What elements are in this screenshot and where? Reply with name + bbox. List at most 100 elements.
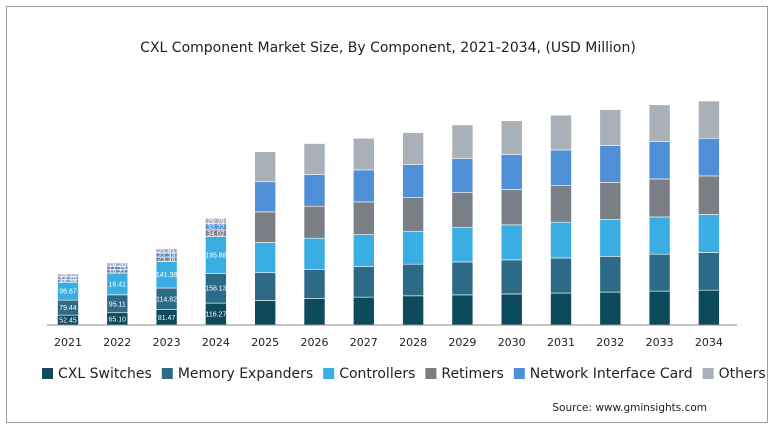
bar-2029-segment-2 <box>451 227 474 263</box>
x-tick-2028: 2028 <box>399 336 427 349</box>
bar-2026-segment-0 <box>303 298 326 326</box>
data-label-2021-5: 15.32 <box>59 273 77 280</box>
bar-2029-segment-5 <box>451 124 474 159</box>
bar-2032-segment-3 <box>599 182 622 220</box>
data-label-2022-3: 18.27 <box>109 269 127 276</box>
data-label-2024-5: 29.79 <box>207 219 225 226</box>
data-label-2024-0: 116.27 <box>205 312 226 319</box>
bar-2026-segment-5 <box>303 143 326 175</box>
bar-2029-segment-0 <box>451 294 474 326</box>
bar-2031-segment-5 <box>550 114 572 151</box>
x-tick-2027: 2027 <box>350 336 378 349</box>
data-label-2021-0: 52.45 <box>59 318 77 325</box>
data-label-2023-2: 141.38 <box>156 272 178 279</box>
bar-2033-segment-1 <box>648 253 671 292</box>
legend-label-1: Memory Expanders <box>178 366 313 382</box>
bar-2034-segment-2 <box>698 214 720 253</box>
bar-2031-segment-4 <box>550 149 572 187</box>
bar-2034-segment-1 <box>698 252 720 291</box>
bar-2027-segment-3 <box>352 201 375 235</box>
bar-2033-segment-0 <box>648 290 671 326</box>
x-tick-2023: 2023 <box>153 336 181 349</box>
data-label-2022-0: 65.10 <box>109 316 127 323</box>
bar-2030-segment-0 <box>500 293 523 326</box>
bar-2027-segment-5 <box>352 137 375 171</box>
bar-2032-segment-4 <box>599 145 622 183</box>
bar-2025-segment-1 <box>254 272 276 301</box>
legend: CXL Switches Memory Expanders Controllers R… <box>42 366 766 382</box>
bar-2030-segment-1 <box>500 259 523 295</box>
bar-2032-segment-2 <box>599 219 622 257</box>
data-label-2022-5: 18.20 <box>109 262 127 269</box>
bar-2028-segment-2 <box>402 230 424 265</box>
chart: CXL Component Market Size, By Component,… <box>42 40 766 414</box>
data-label-2021-3: 14.39 <box>59 278 77 285</box>
x-tick-2034: 2034 <box>695 336 723 349</box>
legend-swatch-5 <box>702 368 714 379</box>
chart-frame: CXL Component Market Size, By Component,… <box>6 6 768 423</box>
bar-2026-segment-2 <box>303 237 326 270</box>
legend-swatch-4 <box>513 368 525 379</box>
bar-2028-segment-0 <box>402 295 424 326</box>
data-label-2022-1: 95.11 <box>109 301 126 308</box>
data-label-2021-2: 96.67 <box>59 289 77 296</box>
data-label-2024-3: 34.02 <box>207 231 225 238</box>
bar-2030-segment-3 <box>500 189 523 226</box>
bar-2026-segment-1 <box>303 268 326 299</box>
bar-2028-segment-5 <box>402 132 424 165</box>
bar-2033-segment-5 <box>648 104 671 142</box>
bar-2029-segment-1 <box>451 261 474 296</box>
bar-2032-segment-1 <box>599 255 622 293</box>
bar-2031-segment-0 <box>550 292 572 326</box>
bar-2033-segment-2 <box>648 216 671 255</box>
bar-2028-segment-1 <box>402 263 424 297</box>
x-tick-labels: 2021 2022 2023 2024 2025 2026 2027 2028 2029 2030… <box>54 336 723 349</box>
bar-2034-segment-4 <box>698 137 720 177</box>
legend-label-0: CXL Switches <box>58 366 152 382</box>
data-label-2021-4: 13.20 <box>59 276 77 283</box>
data-label-2023-0: 81.47 <box>158 315 176 322</box>
bar-2031-segment-3 <box>550 185 572 223</box>
bar-2034-segment-5 <box>698 100 720 139</box>
bar-2030-segment-4 <box>500 154 523 190</box>
bar-2029-segment-4 <box>451 158 474 193</box>
bar-2025-segment-5 <box>254 151 276 183</box>
x-tick-2021: 2021 <box>54 336 82 349</box>
bar-2030-segment-2 <box>500 224 523 261</box>
x-tick-2033: 2033 <box>646 336 674 349</box>
legend-label-3: Retimers <box>441 366 503 382</box>
bar-2030-segment-5 <box>500 120 523 155</box>
bar-2027-segment-4 <box>352 169 375 203</box>
bar-2025-segment-4 <box>254 181 276 213</box>
bar-2033-segment-3 <box>648 178 671 218</box>
legend-label-5: Others <box>719 366 766 382</box>
bar-2031-segment-1 <box>550 257 572 294</box>
legend-swatch-2 <box>323 368 335 379</box>
data-label-2022-4: 17.15 <box>109 265 127 272</box>
x-tick-2029: 2029 <box>448 336 476 349</box>
bar-2026-segment-3 <box>303 205 326 239</box>
bar-2025-segment-3 <box>254 211 276 243</box>
data-label-2024-4: 33.22 <box>207 224 225 231</box>
legend-swatch-0 <box>42 368 53 379</box>
x-tick-2031: 2031 <box>547 336 575 349</box>
data-label-2022-2: 16.41 <box>109 281 127 288</box>
bar-2031-segment-2 <box>550 221 572 259</box>
bar-2034-segment-3 <box>698 175 720 215</box>
bar-2032-segment-0 <box>599 291 622 326</box>
data-label-2021-1: 79.44 <box>59 305 77 312</box>
x-tick-2024: 2024 <box>202 336 230 349</box>
source-note: Source: www.gminsights.com <box>552 402 707 414</box>
bar-2026-segment-4 <box>303 174 326 207</box>
bar-2025-segment-0 <box>254 300 276 326</box>
x-tick-2032: 2032 <box>596 336 624 349</box>
data-label-2024-2: 195.88 <box>205 252 227 259</box>
legend-label-4: Network Interface Card <box>530 366 693 382</box>
bar-2028-segment-4 <box>402 164 424 198</box>
bar-2024-segment-5 <box>205 217 227 225</box>
bar-2034-segment-0 <box>698 289 720 326</box>
data-label-2023-1: 114.82 <box>156 296 177 303</box>
legend-swatch-3 <box>425 368 437 379</box>
data-label-2024-1: 158.13 <box>205 286 227 293</box>
